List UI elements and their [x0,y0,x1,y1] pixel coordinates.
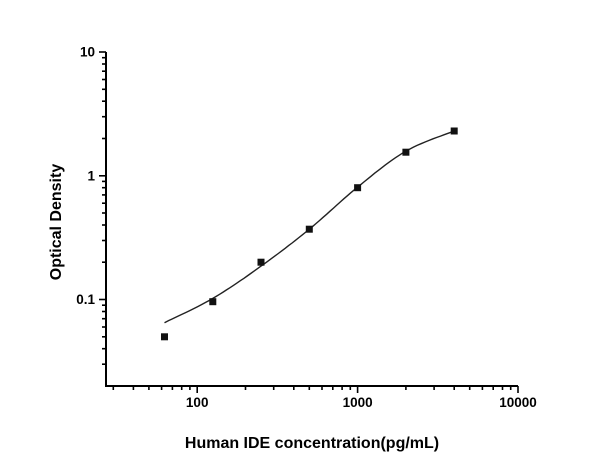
svg-text:10000: 10000 [499,395,537,410]
data-point-marker [161,333,168,341]
svg-text:100: 100 [186,395,209,410]
svg-text:1000: 1000 [343,395,373,410]
x-axis-tick-labels: 100 1000 10000 [186,395,537,410]
svg-text:1: 1 [87,169,95,184]
y-axis-title: Optical Density [48,163,65,281]
x-axis-ticks [112,386,519,393]
data-point-marker [450,127,458,135]
data-point-marker [257,258,265,266]
y-axis-tick-labels: 0.1 1 10 [76,45,95,308]
axis-spines [105,52,518,387]
svg-text:0.1: 0.1 [76,292,95,307]
data-point-marker [305,225,313,233]
data-points [161,127,458,341]
data-point-marker [354,184,362,192]
y-axis-ticks [99,51,106,366]
svg-text:10: 10 [80,45,95,60]
data-point-marker [402,148,410,156]
data-point-marker [209,298,217,306]
x-axis-title: Human IDE concentration(pg/mL) [184,435,440,452]
